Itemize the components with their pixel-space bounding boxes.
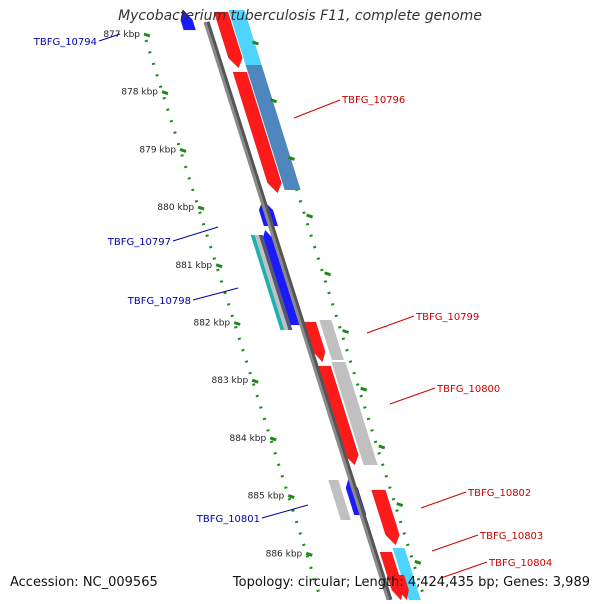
leader-line-tbfg-10803 bbox=[431, 534, 479, 552]
map-title: Mycobacterium tuberculosis F11, complete… bbox=[118, 8, 482, 24]
outer-tick-mark bbox=[378, 444, 386, 450]
gene-label-tbfg-10802: TBFG_10802 bbox=[467, 488, 531, 499]
gene-label-tbfg-10798: TBFG_10798 bbox=[127, 296, 191, 307]
genome-summary-text: Topology: circular; Length: 4,424,435 bp… bbox=[232, 575, 590, 590]
leader-line-tbfg-10801 bbox=[261, 504, 309, 519]
cds-band-tbfg-10799 bbox=[319, 320, 344, 360]
scale-tick-label: 883 kbp bbox=[212, 376, 249, 386]
gene-arrow-tbfg-10796-b bbox=[232, 71, 282, 194]
leader-line-tbfg-10797 bbox=[172, 226, 219, 242]
gene-arrow-tbfg-10803 bbox=[379, 551, 404, 601]
gene-label-tbfg-10797: TBFG_10797 bbox=[107, 237, 171, 248]
outer-tick-mark bbox=[306, 213, 314, 219]
cds-band-tbfg-10798-dark bbox=[258, 235, 293, 330]
cds-band-tbfg-10800 bbox=[331, 362, 378, 465]
scale-tick-label: 881 kbp bbox=[175, 261, 212, 271]
scale-tick-mark bbox=[233, 321, 241, 326]
outer-tick-mark bbox=[414, 559, 422, 565]
gene-label-tbfg-10796: TBFG_10796 bbox=[341, 95, 405, 106]
leader-line-tbfg-10802 bbox=[420, 491, 467, 509]
backbone-layer bbox=[203, 21, 393, 601]
scale-tick-label: 882 kbp bbox=[193, 319, 230, 329]
scale-tick-label: 879 kbp bbox=[139, 145, 176, 155]
gene-arrow-tbfg-10794 bbox=[180, 9, 197, 31]
gene-arrow-tbfg-10804 bbox=[393, 574, 409, 601]
gene-label-tbfg-10800: TBFG_10800 bbox=[436, 384, 500, 395]
cds-band-tbfg-10803 bbox=[392, 548, 421, 600]
gene-label-tbfg-10794: TBFG_10794 bbox=[33, 37, 97, 48]
outer-tick-mark bbox=[342, 329, 350, 334]
outer-tick-mark bbox=[252, 40, 259, 46]
gene-arrow-tbfg-10796-a bbox=[213, 11, 243, 69]
cds-band-tbfg-10798-grey bbox=[254, 235, 289, 330]
cds-band-tbfg-10796-b bbox=[245, 65, 301, 190]
inner-tick-track bbox=[144, 39, 323, 601]
scale-tick-mark bbox=[269, 436, 277, 442]
outer-tick-mark bbox=[324, 271, 332, 277]
scale-tick-mark bbox=[179, 147, 187, 153]
scale-tick-mark bbox=[251, 378, 259, 384]
scale-tick-mark bbox=[287, 494, 295, 500]
leader-line-tbfg-10804 bbox=[440, 561, 488, 579]
gene-arrow-tbfg-10802 bbox=[371, 489, 400, 546]
scale-layer: 877 kbp 878 kbp 879 kbp 880 kbp 881 kbp 882 k… bbox=[103, 30, 422, 565]
outer-tick-mark bbox=[288, 155, 296, 161]
scale-tick-mark bbox=[161, 90, 169, 96]
scale-tick-mark bbox=[215, 263, 223, 269]
genome-backbone-shadow bbox=[204, 21, 393, 601]
accession-text: Accession: NC_009565 bbox=[10, 575, 158, 590]
scale-tick-label: 886 kbp bbox=[266, 549, 303, 559]
scale-tick-label: 878 kbp bbox=[121, 88, 158, 98]
scale-tick-label: 880 kbp bbox=[157, 203, 194, 213]
gene-label-tbfg-10801: TBFG_10801 bbox=[196, 514, 260, 525]
leader-line-tbfg-10794 bbox=[98, 33, 121, 42]
leader-line-tbfg-10798 bbox=[192, 287, 239, 301]
gene-label-layer: TBFG_10794 TBFG_10796 TBFG_10797 TBFG_10798… bbox=[33, 33, 552, 579]
outer-tick-mark bbox=[396, 502, 404, 508]
gene-label-tbfg-10803: TBFG_10803 bbox=[479, 531, 543, 542]
cds-band-tbfg-10801 bbox=[328, 480, 351, 520]
leader-line-tbfg-10796 bbox=[293, 99, 341, 119]
scale-tick-mark bbox=[305, 551, 313, 557]
outer-tick-mark bbox=[270, 98, 278, 104]
gene-label-tbfg-10804: TBFG_10804 bbox=[488, 558, 552, 569]
leader-line-tbfg-10799 bbox=[366, 315, 415, 334]
leader-line-tbfg-10800 bbox=[389, 387, 436, 405]
scale-tick-label: 885 kbp bbox=[248, 492, 285, 502]
genome-backbone bbox=[203, 21, 390, 601]
scale-tick-mark bbox=[197, 205, 205, 211]
scale-tick-label: 877 kbp bbox=[103, 30, 140, 40]
gene-label-tbfg-10799: TBFG_10799 bbox=[415, 312, 479, 323]
cds-band-tbfg-10796-a bbox=[228, 10, 262, 65]
scale-tick-mark bbox=[143, 32, 151, 38]
outer-tick-mark bbox=[360, 386, 368, 392]
scale-tick-label: 884 kbp bbox=[230, 434, 267, 444]
cds-band-tbfg-10798-teal bbox=[250, 235, 285, 330]
